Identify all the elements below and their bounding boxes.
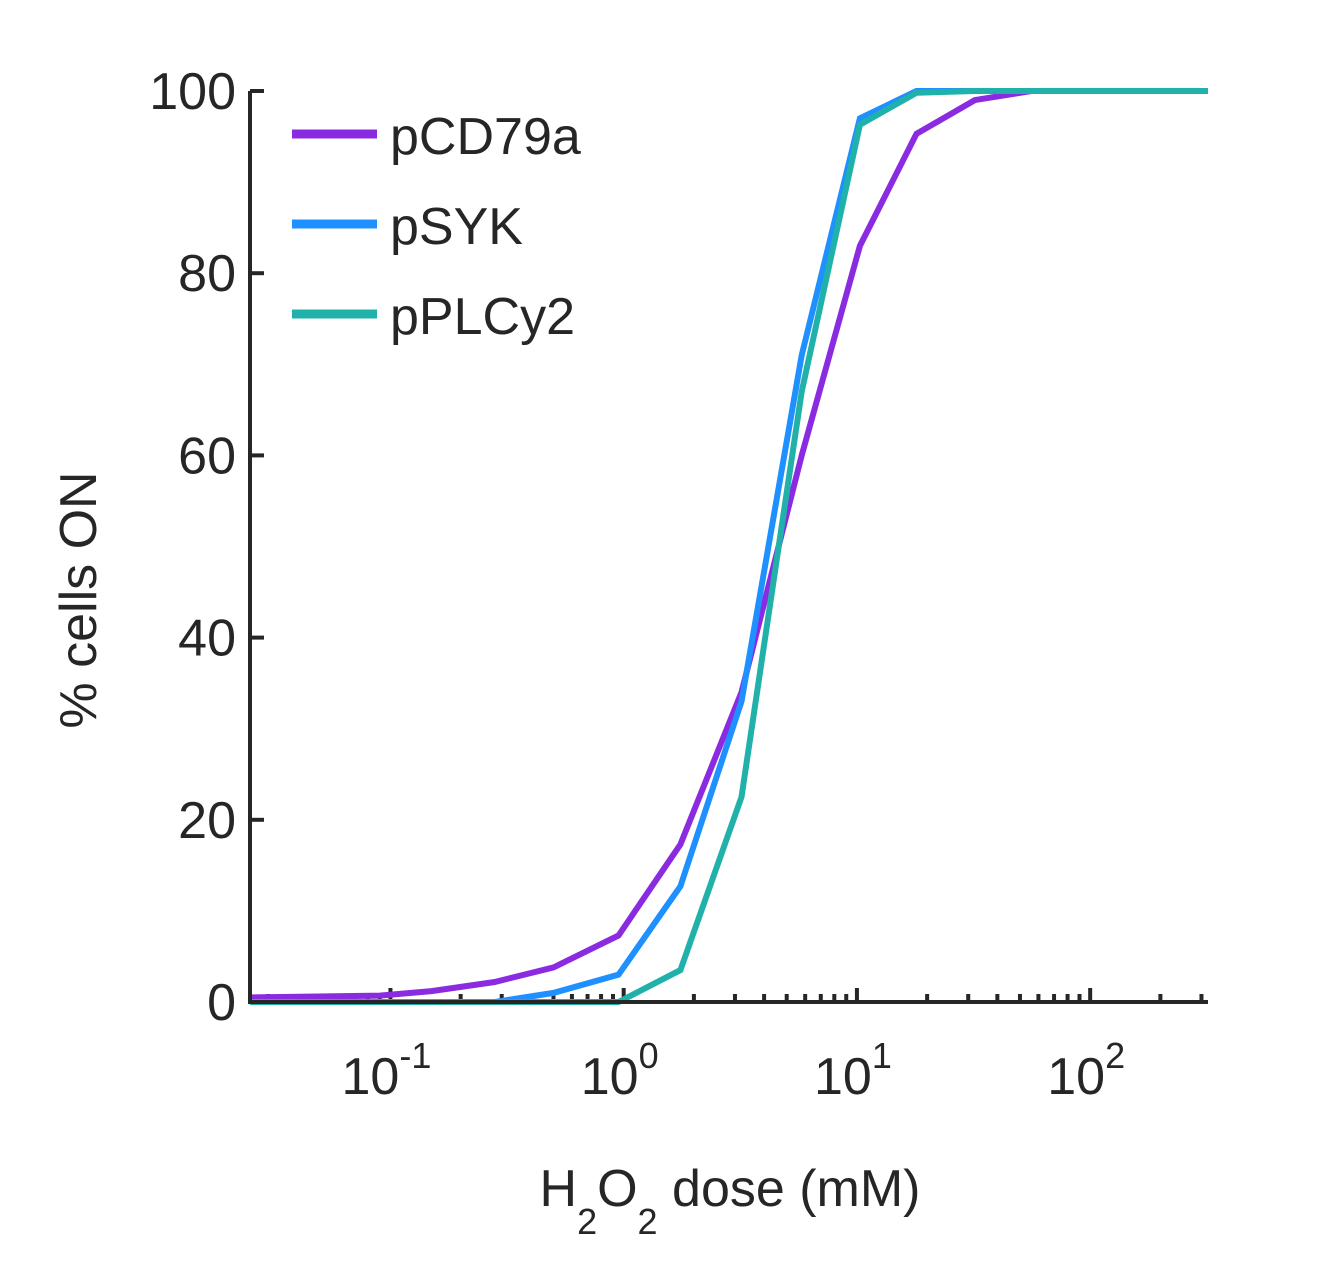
x-title-sub1: 2 <box>577 1201 597 1242</box>
x-tick-label: 10-1 <box>341 1035 431 1106</box>
y-tick-label: 60 <box>178 427 236 485</box>
y-tick-label: 100 <box>149 63 236 121</box>
x-title-h: H <box>540 1160 578 1218</box>
x-title-sub2: 2 <box>638 1201 658 1242</box>
x-tick-base: 10 <box>814 1048 872 1106</box>
x-title-rest: dose (mM) <box>658 1160 921 1218</box>
y-tick-label: 80 <box>178 245 236 303</box>
x-tick-label: 102 <box>1047 1035 1125 1106</box>
legend-label: pSYK <box>390 198 523 256</box>
x-tick-exponent: 2 <box>1105 1035 1125 1076</box>
x-tick-exponent: 0 <box>639 1035 659 1076</box>
legend-label: pPLCy2 <box>390 288 575 346</box>
x-tick-base: 10 <box>581 1048 639 1106</box>
y-tick-label: 0 <box>207 974 236 1032</box>
x-tick-base: 10 <box>341 1048 399 1106</box>
legend-label: pCD79a <box>390 108 581 166</box>
x-axis-title: H2O2 dose (mM) <box>540 1160 921 1242</box>
x-tick-base: 10 <box>1047 1048 1105 1106</box>
x-tick-exponent: 1 <box>872 1035 892 1076</box>
x-axis-ticks: 10-1 100 101 102 <box>266 988 1204 1106</box>
series-line-pcd79a <box>249 88 1208 1001</box>
y-axis-ticks: 0 20 40 60 80 100 <box>149 63 264 1032</box>
x-tick-exponent: -1 <box>399 1035 431 1076</box>
y-tick-label: 20 <box>178 792 236 850</box>
legend: pCD79a pSYK pPLCy2 <box>292 108 581 346</box>
x-tick-label: 101 <box>814 1035 892 1106</box>
y-tick-label: 40 <box>178 610 236 668</box>
x-title-o: O <box>597 1160 637 1218</box>
y-axis-title: % cells ON <box>50 471 108 728</box>
x-tick-label: 100 <box>581 1035 659 1106</box>
